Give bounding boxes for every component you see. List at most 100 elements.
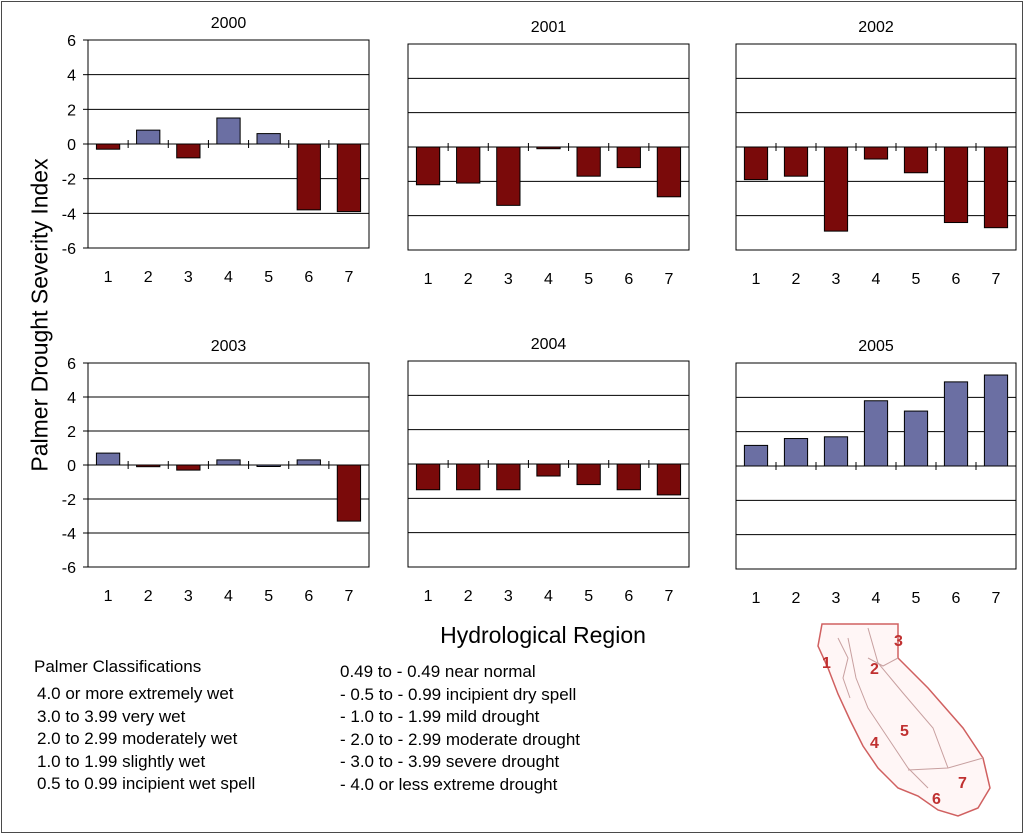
legend-wet-list: 4.0 or more extremely wet 3.0 to 3.99 ve…	[37, 683, 255, 796]
legend-item: 4.0 or more extremely wet	[37, 684, 234, 703]
bar	[95, 452, 121, 466]
y-tick-label: 4	[67, 68, 76, 85]
bar	[943, 381, 969, 467]
x-tick-label: 4	[224, 588, 233, 605]
bar	[296, 143, 321, 211]
y-tick-label: -2	[62, 172, 76, 189]
x-tick-label: 5	[584, 588, 593, 605]
map-region-label: 5	[900, 723, 909, 740]
region-boundary	[867, 657, 899, 667]
x-tick-label: 6	[952, 590, 961, 607]
bar	[336, 143, 362, 213]
chart-title: 2000	[211, 15, 247, 32]
chart-title: 2004	[531, 336, 567, 353]
bar	[783, 146, 809, 177]
x-tick-label: 7	[664, 271, 673, 288]
legend-item: 0.49 to - 0.49 near normal	[340, 662, 536, 681]
x-tick-label: 3	[184, 588, 193, 605]
bar	[743, 444, 769, 467]
legend-item: - 2.0 to - 2.99 moderate drought	[340, 729, 581, 749]
legend-item: 0.5 to 0.99 incipient wet spell	[37, 774, 256, 793]
x-tick-label: 5	[584, 271, 593, 288]
region-boundary	[867, 627, 949, 769]
map-region-label: 3	[894, 633, 903, 650]
bar	[783, 438, 809, 467]
bar	[983, 374, 1009, 467]
region-boundary	[837, 637, 851, 699]
y-tick-label: -6	[62, 241, 76, 258]
y-tick-label: -4	[62, 206, 76, 223]
legend-item: - 3.0 to - 3.99 severe drought	[340, 752, 560, 771]
bar	[415, 463, 441, 491]
x-tick-label: 6	[624, 588, 633, 605]
y-tick-label: 6	[67, 356, 76, 373]
x-tick-label: 1	[104, 588, 113, 605]
x-tick-label: 7	[344, 588, 353, 605]
chart-title: 2002	[858, 19, 894, 36]
y-tick-label: 4	[67, 390, 76, 407]
bar	[576, 146, 601, 177]
x-tick-label: 1	[424, 271, 433, 288]
bar	[903, 410, 929, 467]
x-tick-label: 2	[464, 588, 473, 605]
bar	[216, 117, 241, 145]
bar	[456, 146, 481, 184]
legend-item: 1.0 to 1.99 slightly wet	[37, 751, 206, 771]
legend-dry-list: 0.49 to - 0.49 near normal - 0.5 to - 0.…	[340, 661, 580, 796]
bar	[656, 146, 682, 198]
y-tick-label: 6	[67, 33, 76, 50]
y-tick-label: 2	[67, 102, 76, 119]
map-region-label: 7	[958, 775, 967, 792]
x-tick-label: 1	[752, 271, 761, 288]
x-tick-label: 6	[304, 588, 313, 605]
x-tick-label: 5	[912, 590, 921, 607]
bar	[823, 146, 849, 232]
map-region-label: 4	[870, 735, 879, 752]
x-tick-label: 3	[832, 271, 841, 288]
x-tick-label: 4	[544, 271, 553, 288]
y-tick-label: 0	[67, 458, 76, 475]
bar	[863, 146, 889, 160]
x-tick-label: 3	[184, 269, 193, 286]
bar	[616, 463, 641, 491]
bar	[176, 143, 201, 159]
legend-title: Palmer Classifications	[34, 657, 202, 676]
x-tick-label: 7	[992, 271, 1001, 288]
bar	[415, 146, 441, 186]
x-tick-label: 7	[344, 269, 353, 286]
map-region-label: 1	[822, 655, 831, 672]
bar	[296, 459, 321, 466]
x-tick-label: 6	[624, 271, 633, 288]
x-tick-label: 7	[664, 588, 673, 605]
map-region-label: 6	[932, 791, 941, 808]
bar	[136, 129, 161, 145]
bar	[456, 463, 481, 491]
x-tick-label: 2	[464, 271, 473, 288]
x-axis-label: Hydrological Region	[440, 622, 646, 648]
x-tick-label: 7	[992, 590, 1001, 607]
bar	[576, 463, 601, 486]
bar	[616, 146, 641, 169]
bar	[336, 464, 362, 522]
chart-title: 2001	[531, 19, 567, 36]
y-tick-label: -2	[62, 492, 76, 509]
bar	[743, 146, 769, 181]
x-tick-label: 4	[872, 590, 881, 607]
chart-title: 2003	[211, 338, 247, 355]
legend-item: 2.0 to 2.99 moderately wet	[37, 729, 238, 748]
bar	[256, 464, 281, 467]
x-tick-label: 6	[304, 269, 313, 286]
bar	[216, 459, 241, 466]
bar	[536, 146, 561, 150]
bar	[656, 463, 682, 496]
region-boundary	[847, 637, 929, 789]
california-region-map: 1 2 3 4 5 6 7	[817, 623, 991, 817]
map-region-label: 2	[870, 661, 879, 678]
x-tick-label: 4	[544, 588, 553, 605]
x-tick-label: 6	[952, 271, 961, 288]
bar	[536, 463, 561, 477]
x-tick-label: 5	[264, 588, 273, 605]
bar	[863, 400, 889, 467]
x-tick-label: 3	[832, 590, 841, 607]
